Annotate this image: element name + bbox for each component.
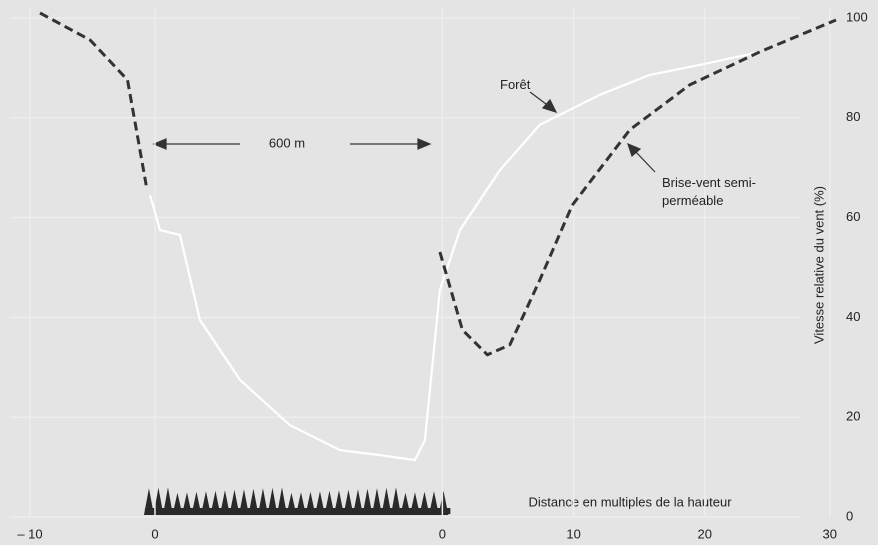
x-axis-label: Distance en multiples de la hauteur — [528, 494, 732, 509]
x-tick-label: 10 — [566, 526, 580, 541]
y-tick-label: 40 — [846, 309, 860, 324]
series-line — [148, 50, 761, 462]
y-tick-label: 100 — [846, 9, 868, 24]
x-tick-label: – 10 — [17, 526, 42, 541]
series-line — [39, 11, 837, 357]
y-tick-label: 20 — [846, 409, 860, 424]
x-tick-label: 0 — [151, 526, 158, 541]
series-label-text: Forêt — [500, 77, 531, 92]
y-tick-label: 80 — [846, 109, 860, 124]
series-label: Brise-vent semi-perméable — [662, 175, 756, 208]
y-tick-label: 60 — [846, 209, 860, 224]
x-tick-label: 0 — [439, 526, 446, 541]
tree-row — [143, 487, 451, 515]
ground — [144, 508, 451, 514]
y-axis-label: Vitesse relative du vent (%) — [811, 186, 826, 344]
y-tick-label: 0 — [846, 508, 853, 523]
span-arrows — [152, 91, 656, 173]
annotation: 600 m — [269, 135, 305, 150]
series-label-text: Brise-vent semi-perméable — [662, 175, 756, 208]
series-label: Forêt — [500, 77, 531, 92]
x-tick-label: 30 — [823, 526, 837, 541]
x-tick-label: 20 — [698, 526, 712, 541]
